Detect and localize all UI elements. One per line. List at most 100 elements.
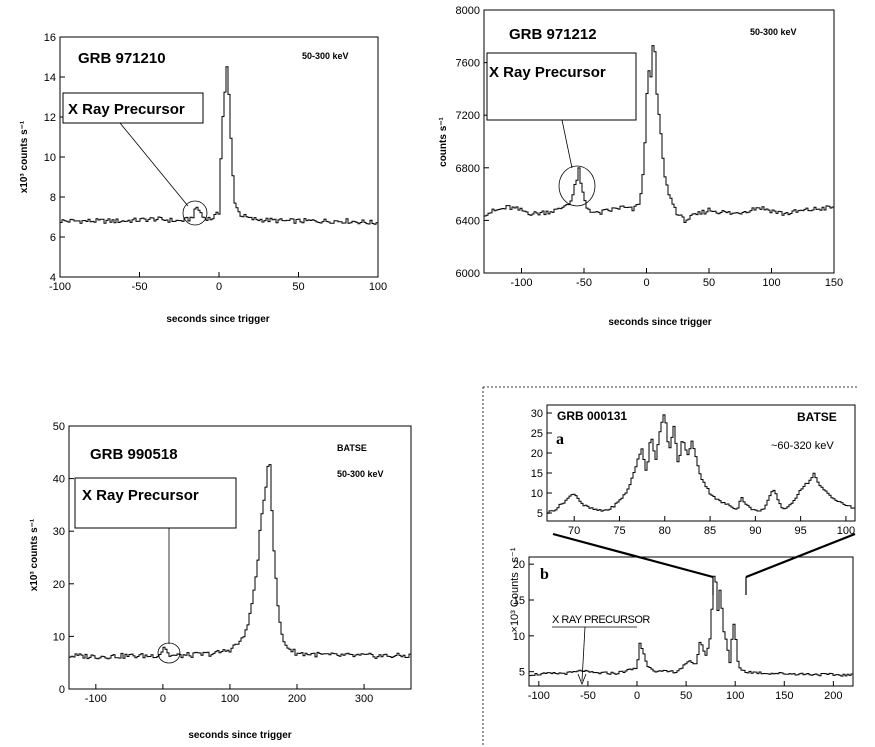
x-axis-ticks: -100 -50 0 50 100 150 200 (528, 681, 843, 702)
y-tick-label: 30 (53, 526, 65, 538)
light-curve (69, 464, 411, 660)
y-tick-label: 0 (59, 684, 65, 696)
x-tick-label: 90 (749, 525, 761, 537)
x-tick-label: -100 (85, 693, 107, 705)
chart-title: GRB 971212 (509, 26, 597, 43)
annotation-box (486, 52, 637, 121)
annotation-label: X Ray Precursor (68, 101, 185, 118)
x-tick-label: 150 (775, 690, 793, 702)
y-tick-label: 7600 (456, 58, 480, 70)
x-tick-label: -100 (510, 277, 532, 289)
x-tick-label: 50 (703, 277, 715, 289)
light-curve (484, 45, 834, 223)
y-tick-label: 12 (44, 112, 56, 124)
chart-title: GRB 990518 (90, 446, 178, 463)
x-axis-ticks: 70 75 80 85 90 95 100 (568, 516, 855, 537)
chart-title: GRB 000131 (557, 409, 627, 423)
y-tick-label: 8000 (456, 5, 480, 17)
annotation-label: X Ray Precursor (82, 487, 199, 504)
annotation-arrowhead (577, 673, 587, 686)
y-tick-label: 15 (531, 468, 543, 480)
x-tick-label: 100 (762, 277, 780, 289)
y-tick-label: 8 (50, 192, 56, 204)
y-tick-label: 30 (531, 408, 543, 420)
x-tick-label: 0 (216, 281, 222, 293)
y-axis-ticks: 4 6 8 10 12 14 16 (44, 32, 65, 284)
x-tick-label: 100 (369, 281, 387, 293)
y-axis-label: ×10³ Counts · s⁻¹ (509, 547, 521, 632)
x-tick-label: -50 (580, 690, 596, 702)
x-tick-label: -50 (132, 281, 148, 293)
x-axis-label: seconds since trigger (166, 314, 269, 325)
y-tick-label: 50 (53, 421, 65, 433)
light-curve (529, 575, 853, 677)
y-tick-label: 20 (531, 448, 543, 460)
y-tick-label: 10 (44, 152, 56, 164)
x-tick-label: 100 (726, 690, 744, 702)
plot-frame (528, 556, 854, 687)
chart-grb-000131-b: -100 -50 0 50 100 150 200 5 10 15 20 b X RAY PREC… (509, 547, 854, 702)
panel-label: a (556, 431, 564, 448)
zoom-connector-left (552, 532, 714, 579)
y-axis-label: counts s⁻¹ (438, 116, 449, 166)
annotation-pointer (119, 122, 189, 207)
x-tick-label: 0 (160, 693, 166, 705)
y-tick-label: 40 (53, 474, 65, 486)
x-tick-label: 85 (704, 525, 716, 537)
y-axis-ticks: 5 10 15 20 25 30 (531, 408, 552, 520)
y-tick-label: 20 (53, 579, 65, 591)
x-tick-label: 95 (795, 525, 807, 537)
y-tick-label: 4 (50, 272, 56, 284)
chart-grb-971210: -100 -50 0 50 100 4 6 8 10 12 14 16 GRB 971210 50-… (19, 32, 387, 325)
x-tick-label: -100 (49, 281, 71, 293)
plot-frame (68, 425, 412, 690)
energy-band: 50-300 keV (750, 27, 797, 37)
x-axis-label: seconds since trigger (608, 317, 711, 328)
light-curve (60, 66, 378, 225)
zoom-connector-right (745, 532, 856, 579)
chart-title: GRB 971210 (78, 50, 166, 67)
x-tick-label: 200 (824, 690, 842, 702)
y-tick-label: 10 (531, 488, 543, 500)
plot-frame (483, 9, 835, 274)
y-tick-label: 6800 (456, 163, 480, 175)
y-axis-label: x10³ counts s⁻¹ (19, 120, 30, 193)
y-tick-label: 6000 (456, 268, 480, 280)
annotation-box (74, 477, 237, 529)
x-axis-ticks: -100 0 100 200 300 (85, 684, 373, 705)
y-axis-ticks: 5 10 15 20 (513, 559, 534, 679)
source-label: BATSE (337, 443, 367, 453)
x-tick-label: 50 (292, 281, 304, 293)
y-tick-label: 25 (531, 428, 543, 440)
energy-band: 50-300 keV (337, 469, 384, 479)
precursor-circle (157, 642, 181, 664)
y-axis-label: x10³ counts s⁻¹ (29, 518, 40, 591)
x-tick-label: 75 (613, 525, 625, 537)
annotation-label: X Ray Precursor (489, 64, 606, 81)
panel-label: b (540, 566, 549, 583)
light-curve (547, 414, 855, 514)
precursor-circle (182, 200, 208, 226)
source-label: BATSE (797, 410, 837, 424)
energy-band: ~60-320 keV (771, 440, 834, 452)
y-tick-label: 5 (519, 667, 525, 679)
y-tick-label: 16 (44, 32, 56, 44)
x-tick-label: 300 (355, 693, 373, 705)
y-tick-label: 14 (44, 72, 56, 84)
x-tick-label: 0 (643, 277, 649, 289)
x-tick-label: 200 (288, 693, 306, 705)
precursor-circle (558, 165, 596, 207)
x-tick-label: 150 (825, 277, 843, 289)
chart-grb-000131-a: 70 75 80 85 90 95 100 5 10 15 20 25 30 GRB 000131 a… (531, 404, 856, 537)
y-tick-label: 5 (537, 508, 543, 520)
x-tick-label: 100 (221, 693, 239, 705)
y-tick-label: 6 (50, 232, 56, 244)
annotation-label: X RAY PRECURSOR (552, 614, 650, 626)
y-axis-ticks: 6000 6400 6800 7200 7600 8000 (456, 5, 489, 280)
y-tick-label: 7200 (456, 110, 480, 122)
plot-frame (546, 404, 856, 522)
x-tick-label: -50 (576, 277, 592, 289)
x-tick-label: 0 (634, 690, 640, 702)
y-tick-label: 15 (513, 595, 525, 607)
x-tick-label: 80 (659, 525, 671, 537)
